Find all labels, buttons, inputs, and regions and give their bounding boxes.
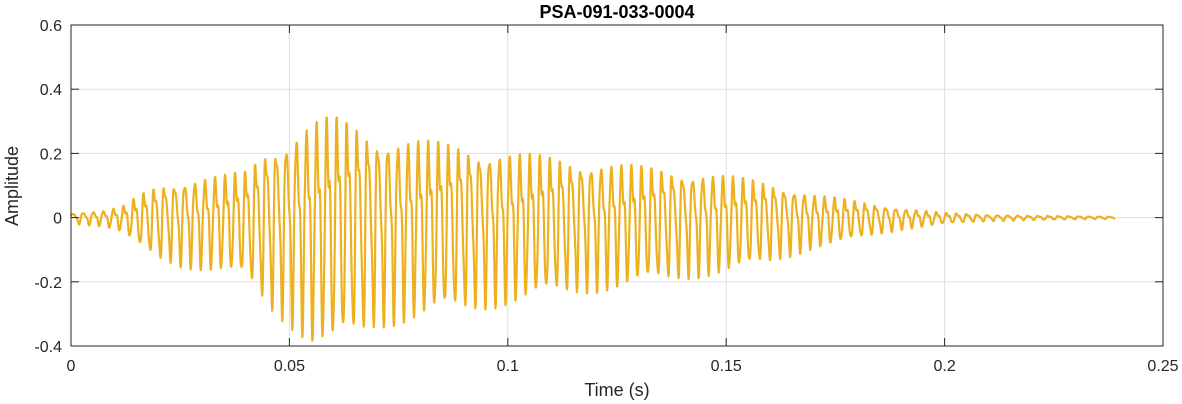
y-tick-labels: -0.4 -0.2 0 0.2 0.4 0.6	[34, 18, 62, 356]
y-tick-label: 0.2	[40, 146, 62, 163]
y-tick-label: -0.2	[34, 275, 62, 292]
ticks	[70, 24, 1164, 347]
x-tick-label: 0.25	[1147, 358, 1178, 375]
x-tick-label: 0.2	[933, 358, 955, 375]
chart-title: PSA-091-033-0004	[539, 2, 694, 22]
x-tick-labels: 0 0.05 0.1 0.15 0.2 0.25	[67, 358, 1179, 375]
y-tick-label: 0.4	[40, 82, 62, 99]
plot-frame	[70, 24, 1164, 347]
series-group	[69, 116, 1116, 342]
y-tick-label: 0.6	[40, 18, 62, 35]
x-tick-label: 0.15	[711, 358, 742, 375]
y-axis-label: Amplitude	[2, 146, 22, 226]
plot-background	[71, 25, 1163, 346]
waveform-line	[69, 116, 1116, 342]
x-tick-label: 0.05	[274, 358, 305, 375]
y-tick-label: -0.4	[34, 339, 62, 356]
x-tick-label: 0.1	[497, 358, 519, 375]
x-tick-label: 0	[67, 358, 76, 375]
x-axis-label: Time (s)	[584, 380, 649, 400]
y-tick-label: 0	[53, 211, 62, 228]
